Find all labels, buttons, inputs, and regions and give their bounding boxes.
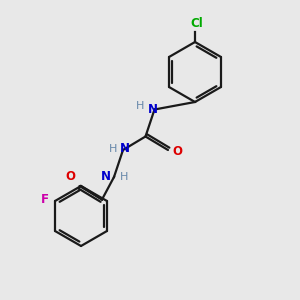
Text: O: O — [65, 170, 75, 183]
Text: N: N — [119, 142, 130, 155]
Text: O: O — [172, 145, 182, 158]
Text: H: H — [109, 143, 118, 154]
Text: N: N — [100, 170, 110, 184]
Text: N: N — [148, 103, 158, 116]
Text: H: H — [119, 172, 128, 182]
Text: F: F — [40, 193, 48, 206]
Text: H: H — [136, 101, 144, 111]
Text: Cl: Cl — [190, 17, 203, 30]
